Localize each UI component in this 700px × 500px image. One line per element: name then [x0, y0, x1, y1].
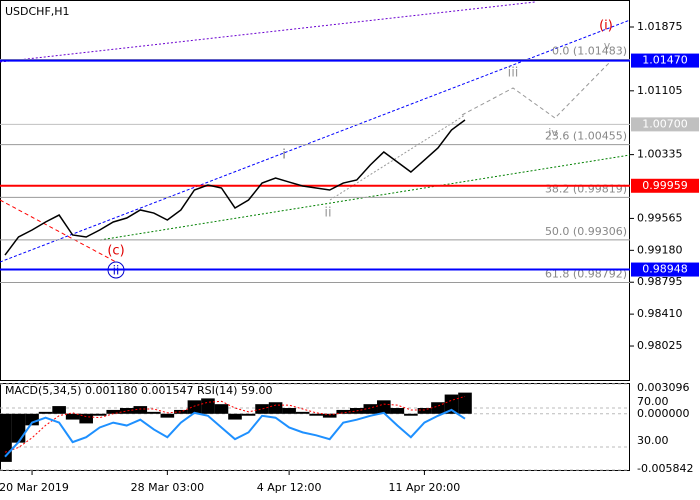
- trend-line: [0, 1, 536, 63]
- macd-bar: [52, 406, 66, 414]
- macd-bar: [336, 409, 351, 414]
- macd-bar: [119, 408, 134, 414]
- level-label: 0.99959: [642, 179, 688, 192]
- macd-bar: [147, 411, 161, 414]
- macd-bar: [92, 413, 107, 416]
- level-box: [631, 53, 699, 68]
- macd-bar: [79, 413, 93, 424]
- wave-label: (i): [599, 19, 613, 34]
- fib-label: 50.0 (0.99306): [545, 225, 627, 238]
- macd-bar: [0, 413, 12, 462]
- y-tick-label: 0.000000: [637, 407, 690, 420]
- fib-label: 23.6 (1.00455): [545, 130, 627, 143]
- macd-bar: [228, 413, 242, 420]
- y2-tick-label: 30.00: [637, 434, 669, 447]
- indicator-title: MACD(5,34,5) 0.001180 0.001547 RSI(14) 5…: [5, 384, 272, 397]
- wave-label: iii: [508, 66, 519, 81]
- macd-bar: [65, 413, 80, 420]
- y-tick-label: -0.005842: [637, 462, 693, 475]
- macd-bar: [106, 409, 121, 414]
- y-tick-label: 1.01105: [637, 84, 683, 97]
- x-tick-label: 4 Apr 12:00: [257, 481, 322, 494]
- trend-line: [0, 199, 117, 263]
- rsi-line: [4, 408, 466, 458]
- macd-bar: [282, 408, 296, 414]
- level-label: 1.01470: [642, 54, 688, 67]
- y-tick-label: 1.01875: [637, 20, 683, 33]
- trend-line: [0, 19, 631, 263]
- macd-bar: [295, 411, 310, 414]
- y-tick-label: 0.98025: [637, 339, 683, 352]
- macd-bar: [133, 406, 148, 414]
- macd-bar: [458, 392, 472, 414]
- y-tick-label: 0.003096: [637, 381, 690, 394]
- level-box: [631, 178, 699, 193]
- fib-label: 0.0 (1.01483): [552, 44, 627, 57]
- fib-label: 38.2 (0.99819): [545, 182, 627, 195]
- macd-bar: [11, 413, 26, 443]
- price-line: [4, 119, 466, 256]
- symbol-title: USDCHF,H1: [5, 5, 70, 18]
- y-tick-label: 0.99565: [637, 211, 683, 224]
- y-tick-label: 0.99180: [637, 243, 683, 256]
- macd-bar: [309, 413, 323, 416]
- wave-label: ii: [324, 206, 331, 221]
- fib-label: 61.8 (0.98792): [545, 267, 627, 280]
- main-panel: [0, 0, 630, 381]
- macd-bar: [187, 400, 202, 414]
- x-tick-label: 11 Apr 20:00: [389, 481, 461, 494]
- macd-bar: [322, 413, 337, 418]
- y-tick-label: 0.98795: [637, 275, 683, 288]
- macd-bar: [201, 398, 215, 414]
- macd-bar: [241, 413, 256, 416]
- macd-bar: [174, 409, 188, 414]
- macd-bar: [417, 408, 432, 414]
- macd-bar: [25, 413, 39, 426]
- y-tick-label: 1.00335: [637, 148, 683, 161]
- x-tick-label: 20 Mar 2019: [0, 481, 69, 494]
- macd-bar: [38, 411, 53, 414]
- wave-label: iv: [548, 126, 558, 139]
- level-box: [631, 262, 699, 277]
- macd-bar: [431, 402, 445, 414]
- y2-tick-label: 70.00: [637, 395, 669, 408]
- forecast-path: [461, 61, 611, 119]
- macd-bar: [390, 408, 405, 414]
- x-tick-label: 28 Mar 03:00: [131, 481, 204, 494]
- signal-line: [4, 395, 466, 453]
- channel-line: [329, 114, 466, 201]
- macd-bar: [268, 402, 283, 414]
- macd-bar: [160, 413, 175, 418]
- level-box: [631, 117, 699, 132]
- wave-label: (c): [107, 244, 124, 259]
- macd-bar: [363, 404, 378, 414]
- wave-label: i: [282, 148, 286, 163]
- macd-bar: [404, 413, 418, 416]
- macd-bar: [255, 404, 269, 414]
- level-label: 0.98948: [642, 263, 688, 276]
- macd-bar: [214, 404, 229, 414]
- y-tick-label: 0.98410: [637, 307, 683, 320]
- level-label: 1.00700: [642, 117, 688, 130]
- wave-label: v: [604, 39, 611, 52]
- macd-bar: [377, 400, 391, 414]
